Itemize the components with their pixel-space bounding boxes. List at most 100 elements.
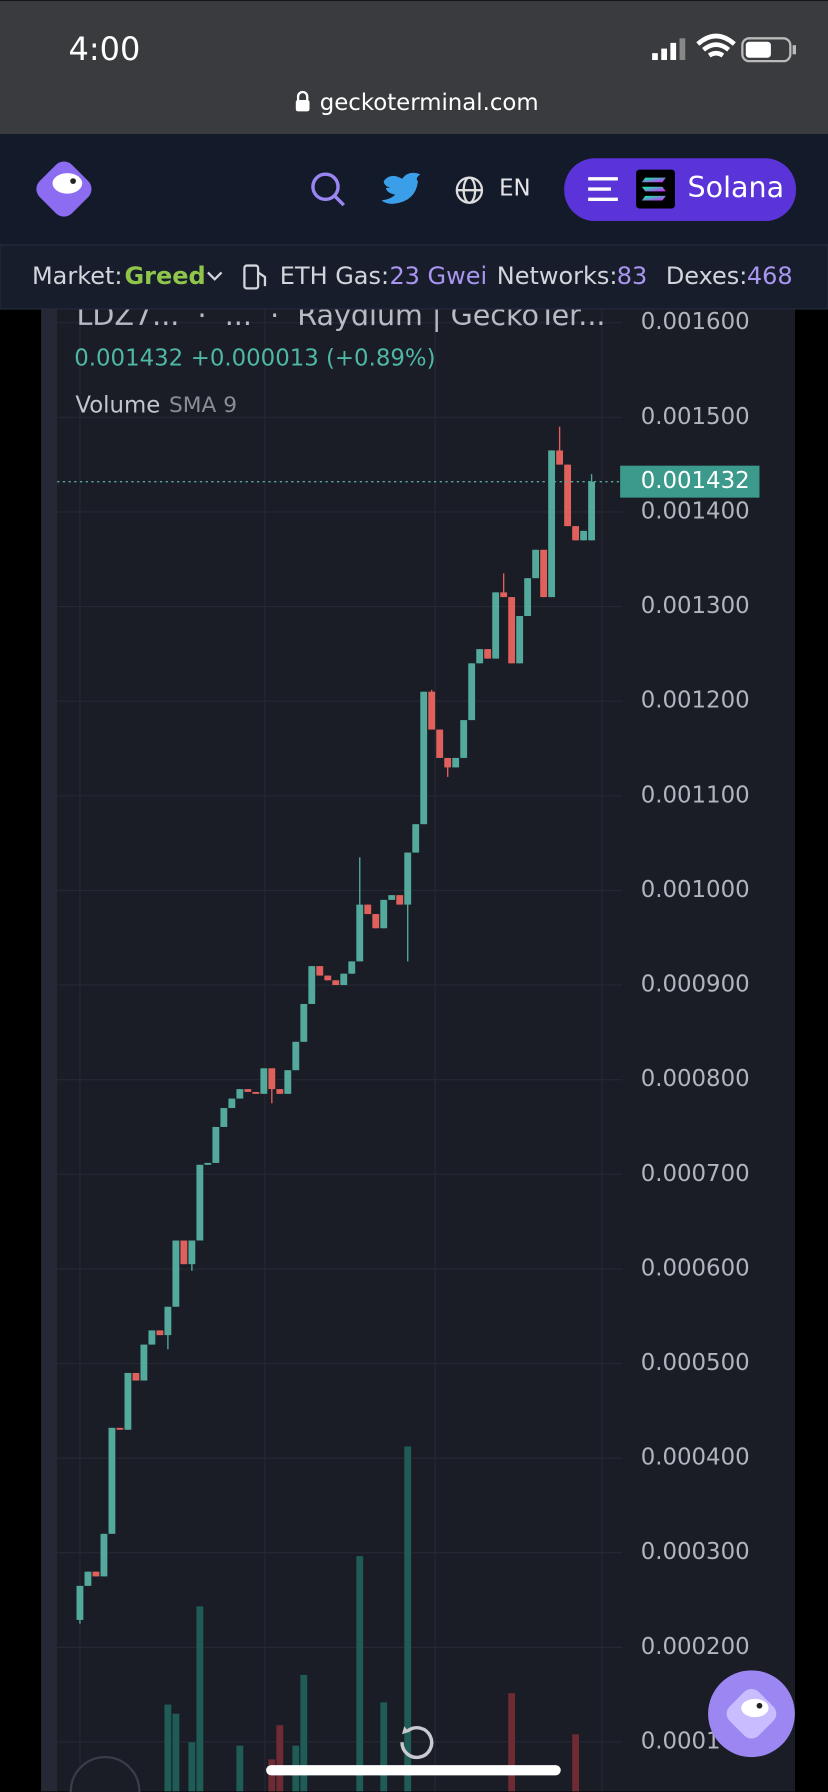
y-tick-label: 0.001300 bbox=[641, 593, 750, 619]
candle-body bbox=[380, 899, 388, 929]
networks-label: Networks: bbox=[497, 262, 618, 290]
candle-body bbox=[116, 1427, 124, 1430]
volume-bar bbox=[188, 1742, 196, 1792]
candle-body bbox=[284, 1070, 292, 1094]
logo[interactable] bbox=[32, 157, 97, 222]
candle-body bbox=[244, 1089, 252, 1092]
candle-body bbox=[516, 616, 524, 664]
volume-bar bbox=[380, 1702, 388, 1792]
market-label: Market: bbox=[32, 262, 122, 290]
candle-body bbox=[124, 1372, 132, 1430]
candle-body bbox=[196, 1164, 204, 1241]
y-tick-label: 0.000200 bbox=[641, 1634, 750, 1660]
candle-body bbox=[332, 980, 340, 986]
ticker-bar bbox=[0, 244, 828, 310]
candle-body bbox=[556, 450, 564, 465]
candle-body bbox=[500, 592, 508, 598]
tradingview-logo[interactable] bbox=[69, 1755, 141, 1792]
y-tick-label: 0.001100 bbox=[641, 782, 750, 808]
candle-body bbox=[476, 649, 484, 664]
reload-arrow bbox=[402, 1726, 409, 1735]
candle-body bbox=[548, 450, 556, 598]
candle-body bbox=[436, 729, 444, 758]
candle-body bbox=[180, 1240, 188, 1265]
y-tick-label: 0.000500 bbox=[641, 1350, 750, 1376]
candle-body bbox=[252, 1091, 260, 1094]
candle-body bbox=[492, 592, 500, 659]
candle-body bbox=[564, 464, 572, 527]
candle-body bbox=[340, 973, 348, 986]
candle-body bbox=[484, 649, 492, 659]
candle-body bbox=[396, 895, 404, 905]
y-tick-label: 0.001400 bbox=[641, 498, 750, 524]
candle-body bbox=[204, 1162, 212, 1165]
candle-body bbox=[132, 1372, 140, 1381]
dexes-label: Dexes: bbox=[666, 262, 748, 290]
y-tick-label: 0.000700 bbox=[641, 1161, 750, 1187]
lock-icon bbox=[295, 90, 310, 112]
candle-body bbox=[164, 1306, 172, 1336]
battery-icon bbox=[741, 37, 797, 63]
candle-body bbox=[508, 597, 516, 664]
language[interactable]: EN bbox=[499, 176, 531, 202]
market-value: Greed bbox=[124, 262, 205, 290]
candle-body bbox=[212, 1126, 220, 1163]
url[interactable]: geckoterminal.com bbox=[320, 90, 539, 116]
gecko-button[interactable] bbox=[708, 1670, 795, 1758]
y-tick-label: 0.001200 bbox=[641, 688, 750, 714]
network-button[interactable] bbox=[564, 158, 797, 222]
y-tick-label: 0.001600 bbox=[641, 309, 750, 335]
candle-body bbox=[324, 975, 332, 981]
candle-body bbox=[156, 1330, 164, 1336]
last-price-tag bbox=[620, 465, 760, 498]
candle-body bbox=[364, 904, 372, 915]
candle-body bbox=[308, 966, 316, 1004]
networks-value: 83 bbox=[617, 262, 648, 290]
candle-body bbox=[228, 1098, 236, 1109]
price-axis: 0.001600 0.001500 0.001400 0.001300 0.001200… bbox=[620, 309, 760, 1754]
wifi-icon bbox=[696, 33, 736, 58]
candle-body bbox=[100, 1533, 108, 1577]
candle-body bbox=[76, 1585, 84, 1620]
chevron[interactable] bbox=[207, 271, 223, 281]
candle-body bbox=[404, 852, 412, 905]
y-tick-label: 0.000600 bbox=[641, 1255, 750, 1281]
candle-body bbox=[188, 1240, 196, 1265]
candle-body bbox=[356, 904, 364, 962]
candle-body bbox=[412, 824, 420, 853]
volume-bar bbox=[300, 1674, 308, 1792]
candle-body bbox=[572, 526, 580, 541]
search-icon[interactable] bbox=[311, 172, 345, 207]
candle-body bbox=[300, 1003, 308, 1042]
candle-body bbox=[84, 1571, 92, 1586]
dexes-value: 468 bbox=[747, 262, 793, 290]
twitter-icon[interactable] bbox=[381, 172, 421, 204]
candle-body bbox=[460, 720, 468, 758]
candle-body bbox=[580, 530, 588, 541]
gas-label: ETH Gas: bbox=[280, 262, 389, 290]
indicator-name: Volume bbox=[75, 393, 160, 419]
network-name[interactable]: Solana bbox=[688, 170, 785, 204]
globe-icon[interactable] bbox=[455, 176, 484, 204]
volume-bar bbox=[276, 1725, 284, 1792]
volume-bar bbox=[268, 1759, 276, 1792]
candle-body bbox=[236, 1089, 244, 1099]
candle-body bbox=[148, 1330, 156, 1345]
candle-body bbox=[348, 961, 356, 974]
candle-body bbox=[388, 895, 396, 900]
candle-body bbox=[452, 757, 460, 768]
candle-body bbox=[540, 549, 548, 598]
candle-body bbox=[260, 1068, 268, 1094]
candle-body bbox=[420, 691, 428, 825]
last-price-label: 0.001432 bbox=[641, 468, 750, 494]
y-tick-label: 0.001500 bbox=[641, 404, 750, 430]
volume-bar bbox=[404, 1446, 412, 1792]
volume-bar bbox=[356, 1556, 364, 1792]
chart-panel bbox=[57, 297, 795, 1792]
reload-icon[interactable] bbox=[400, 1726, 434, 1760]
candle-body bbox=[316, 966, 324, 976]
menu-icon bbox=[588, 177, 618, 202]
candle-body bbox=[276, 1089, 284, 1094]
candle-body bbox=[292, 1041, 300, 1071]
